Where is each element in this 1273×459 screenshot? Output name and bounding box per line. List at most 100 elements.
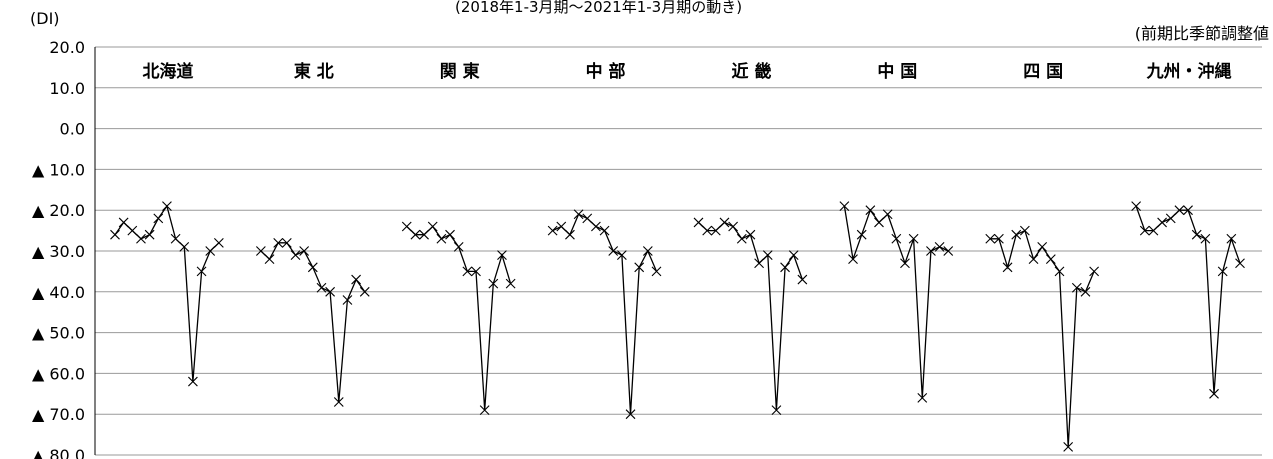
data-point-marker xyxy=(316,282,327,293)
data-point-marker xyxy=(488,278,499,289)
series-label: 関 東 xyxy=(440,61,480,82)
series-label: 東 北 xyxy=(294,61,334,82)
data-point-marker xyxy=(1131,201,1142,212)
series-label: 北海道 xyxy=(142,61,193,82)
data-point-marker xyxy=(754,258,764,269)
data-point-marker xyxy=(1037,242,1048,252)
y-tick-label: ▲ 40.0 xyxy=(32,283,85,302)
data-point-marker xyxy=(839,201,850,212)
data-point-marker xyxy=(1174,205,1185,216)
data-point-marker xyxy=(856,229,867,240)
data-point-marker xyxy=(745,229,756,240)
data-point-marker xyxy=(943,246,954,256)
data-point-marker xyxy=(333,397,344,407)
data-point-marker xyxy=(771,405,782,416)
data-point-marker xyxy=(556,221,567,232)
data-point-marker xyxy=(110,229,120,240)
data-point-marker xyxy=(1080,286,1091,297)
data-point-marker xyxy=(1063,441,1074,452)
data-point-marker xyxy=(1139,225,1150,236)
data-point-marker xyxy=(1183,205,1193,216)
y-tick-label: ▲ 70.0 xyxy=(32,405,85,424)
data-point-marker xyxy=(710,225,721,236)
data-point-marker xyxy=(625,409,636,420)
data-point-marker xyxy=(205,246,216,256)
series-label: 中 部 xyxy=(586,61,626,82)
data-point-marker xyxy=(934,242,945,252)
data-point-marker xyxy=(479,405,490,416)
data-point-marker xyxy=(427,221,438,232)
data-point-marker xyxy=(1054,266,1065,277)
data-point-marker xyxy=(917,392,928,403)
data-point-marker xyxy=(179,242,190,252)
data-point-marker xyxy=(351,274,361,285)
data-point-marker xyxy=(462,266,473,277)
data-point-marker xyxy=(848,254,858,265)
y-axis-unit: (DI) xyxy=(30,9,60,28)
data-point-marker xyxy=(547,225,558,236)
data-point-marker xyxy=(290,250,301,260)
data-point-marker xyxy=(419,229,429,240)
data-point-marker xyxy=(359,286,370,297)
data-point-marker xyxy=(1165,213,1176,224)
y-tick-label: ▲ 30.0 xyxy=(32,242,85,261)
data-point-marker xyxy=(255,246,266,256)
y-tick-label: ▲ 10.0 xyxy=(32,160,85,179)
data-point-marker xyxy=(582,213,593,224)
data-point-marker xyxy=(926,246,936,256)
data-point-marker xyxy=(170,233,181,244)
y-tick-label: ▲ 60.0 xyxy=(32,364,85,383)
y-tick-label: ▲ 20.0 xyxy=(32,201,85,220)
data-point-marker xyxy=(1157,217,1167,228)
data-point-marker xyxy=(307,262,318,273)
data-point-marker xyxy=(1209,388,1219,399)
data-point-marker xyxy=(788,250,799,260)
data-point-marker xyxy=(780,262,790,273)
series-line xyxy=(843,205,949,398)
data-point-marker xyxy=(153,213,164,224)
y-tick-label: 20.0 xyxy=(49,38,85,57)
data-point-marker xyxy=(891,233,902,244)
data-point-marker xyxy=(264,254,275,265)
data-point-marker xyxy=(401,221,412,232)
data-point-marker xyxy=(1089,266,1100,277)
data-point-marker xyxy=(299,246,310,256)
data-point-marker xyxy=(719,217,730,228)
data-point-marker xyxy=(188,376,198,387)
data-point-marker xyxy=(453,242,464,252)
data-point-marker xyxy=(1226,233,1237,244)
data-point-marker xyxy=(1028,254,1039,265)
data-point-marker xyxy=(144,229,155,240)
data-point-marker xyxy=(436,233,447,244)
data-point-marker xyxy=(599,225,610,236)
data-point-marker xyxy=(900,258,910,269)
data-point-marker xyxy=(565,229,575,240)
y-tick-label: 10.0 xyxy=(49,79,85,98)
data-point-marker xyxy=(281,237,292,248)
data-point-marker xyxy=(693,217,704,228)
data-point-marker xyxy=(882,209,893,220)
series-label: 中 国 xyxy=(877,61,917,82)
data-point-marker xyxy=(573,209,584,220)
data-point-marker xyxy=(874,217,884,228)
data-point-marker xyxy=(1019,225,1030,236)
series-label: 四 国 xyxy=(1023,62,1063,82)
data-point-marker xyxy=(1148,225,1159,236)
data-point-marker xyxy=(728,221,739,232)
chart-subtitle: (2018年1-3月期〜2021年1-3月期の動き) xyxy=(455,0,743,16)
data-point-marker xyxy=(994,233,1004,244)
series-label: 九州・沖縄 xyxy=(1146,61,1232,82)
data-point-marker xyxy=(1200,233,1211,244)
y-tick-label: ▲ 80.0 xyxy=(32,446,85,459)
data-point-marker xyxy=(273,237,284,248)
data-point-marker xyxy=(1235,258,1245,269)
data-point-marker xyxy=(505,278,516,289)
data-point-marker xyxy=(591,221,601,232)
data-point-marker xyxy=(118,217,129,228)
y-tick-label: 0.0 xyxy=(60,120,85,139)
data-point-marker xyxy=(702,225,713,236)
data-point-marker xyxy=(762,250,773,260)
data-point-marker xyxy=(325,286,336,297)
data-point-marker xyxy=(213,237,224,248)
